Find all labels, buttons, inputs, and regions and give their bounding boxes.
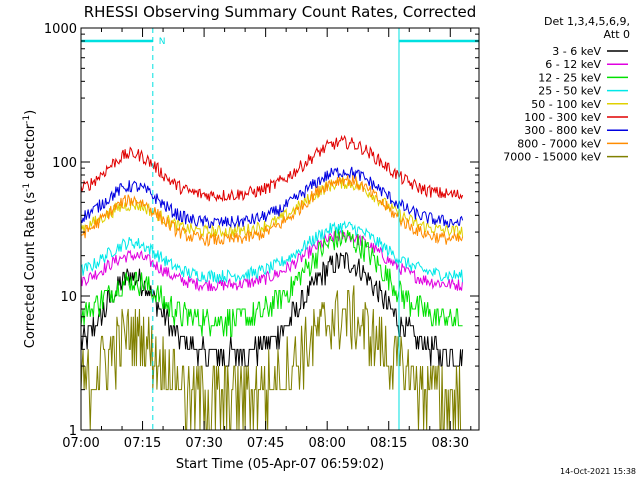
x-tick-label-6: 08:30 [432, 436, 469, 451]
y-axis-label-end: ) [23, 110, 38, 115]
chart-title: RHESSI Observing Summary Count Rates, Co… [84, 3, 477, 21]
series-layer [80, 134, 464, 431]
y-axis-label: Corrected Count Rate (s-1 detector-1) [22, 110, 38, 348]
y-axis: 1 10 100 1000 [44, 22, 479, 439]
x-axis: 07:00 07:15 07:30 07:45 08:00 08:15 08:30 [62, 28, 472, 451]
x-tick-label-5: 08:15 [370, 436, 407, 451]
y-axis-label-sup2: -1 [22, 115, 32, 124]
legend-label-2: 12 - 25 keV [538, 71, 601, 84]
x-axis-label: Start Time (05-Apr-07 06:59:02) [176, 457, 384, 472]
plot-frame [80, 27, 480, 431]
x-tick-label-3: 07:45 [247, 436, 284, 451]
x-tick-label-0: 07:00 [62, 436, 99, 451]
series-line-2 [80, 228, 463, 337]
y-tick-label-1: 10 [60, 290, 77, 305]
x-tick-label-1: 07:15 [124, 436, 161, 451]
y-axis-label-sup1: -1 [22, 183, 32, 192]
y-axis-label-main: Corrected Count Rate (s [23, 192, 38, 349]
y-tick-label-3: 1000 [44, 22, 77, 37]
legend-label-0: 3 - 6 keV [552, 45, 601, 58]
legend-label-4: 50 - 100 keV [531, 98, 601, 111]
legend-label-6: 300 - 800 keV [524, 124, 601, 137]
x-tick-label-4: 08:00 [308, 436, 345, 451]
legend-label-7: 800 - 7000 keV [517, 137, 601, 150]
y-tick-label-2: 100 [52, 156, 77, 171]
y-axis-label-mid: detector [23, 123, 38, 183]
series-line-5 [80, 134, 464, 203]
x-tick-label-2: 07:30 [185, 436, 222, 451]
legend-label-8: 7000 - 15000 keV [503, 151, 601, 164]
legend-label-3: 25 - 50 keV [538, 85, 601, 98]
timestamp: 14-Oct-2021 15:38 [560, 467, 636, 476]
legend-label-5: 100 - 300 keV [524, 111, 601, 124]
y-tick-label-0: 1 [69, 424, 77, 439]
legend-header-line1: Det 1,3,4,5,6,9, [544, 15, 630, 28]
series-line-3 [80, 220, 464, 284]
saa-marker-label: N [159, 37, 166, 47]
legend-header-line2: Att 0 [604, 28, 630, 41]
legend-label-1: 6 - 12 keV [545, 58, 601, 71]
